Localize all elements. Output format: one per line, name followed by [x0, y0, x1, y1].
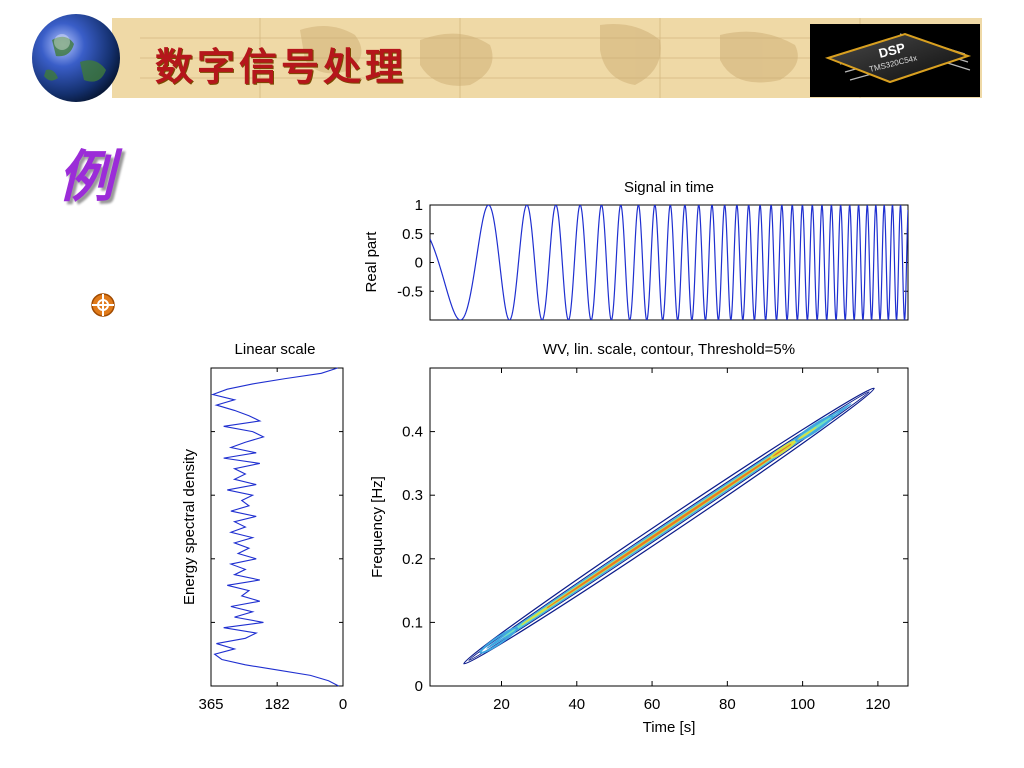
wv-xtick-label: 40 [568, 696, 585, 713]
signal-ytick-label: 0 [415, 255, 423, 272]
signal-ytick-label: 0.5 [402, 226, 423, 243]
esd-xtick-label: 182 [265, 696, 290, 713]
signal-series-line [430, 205, 908, 320]
dsp-chip-icon: DSP TMS320C54x [810, 24, 980, 97]
esd-ylabel: Energy spectral density [181, 449, 198, 605]
wv-xtick-label: 20 [493, 696, 510, 713]
wv-xlabel: Time [s] [643, 719, 696, 736]
wv-xtick-label: 120 [865, 696, 890, 713]
wv-ylabel: Frequency [Hz] [369, 476, 386, 578]
wv-contour-group [463, 387, 875, 665]
wv-contour-level-1 [468, 391, 870, 661]
esd-xtick-label: 365 [198, 696, 223, 713]
target-bullet-icon [91, 293, 115, 317]
esd-title: Linear scale [235, 341, 316, 358]
wv-xtick-label: 60 [644, 696, 661, 713]
signal-plot: Signal in time -0.5 0 0.5 1 Real part [363, 179, 909, 321]
wv-contour-level-5 [546, 443, 792, 609]
signal-axes [429, 204, 909, 321]
wv-title: WV, lin. scale, contour, Threshold=5% [543, 341, 795, 358]
wv-ytick-label: 0.1 [402, 614, 423, 631]
wv-ytick-label: 0 [415, 678, 423, 695]
wv-xtick-label: 80 [719, 696, 736, 713]
wv-ytick-label: 0.2 [402, 551, 423, 568]
wv-contour-lobe [770, 440, 796, 459]
example-label: 例 [58, 144, 114, 210]
slide-title: 数字信号处理 [155, 44, 408, 89]
globe-icon [32, 14, 120, 102]
wv-contour-level-2 [486, 403, 852, 650]
signal-ytick-label: -0.5 [397, 283, 423, 300]
signal-title: Signal in time [624, 179, 714, 196]
esd-axes [210, 367, 344, 687]
esd-plot: Linear scale 365 182 0 Energy spectral den… [181, 341, 347, 713]
wv-plot: WV, lin. scale, contour, Threshold=5% 20… [369, 341, 909, 736]
esd-xtick-label: 0 [339, 696, 347, 713]
wv-contour-lobe [479, 626, 519, 654]
signal-ylabel: Real part [363, 231, 380, 293]
chip-logo-text: DSP [877, 40, 907, 61]
wv-contour-level-0 [463, 387, 875, 665]
slide-banner: DSP TMS320C54x [32, 14, 982, 102]
esd-series-line [210, 367, 339, 687]
signal-ytick-label: 1 [415, 197, 423, 214]
wv-contour-lobe [794, 414, 834, 443]
wv-ytick-label: 0.3 [402, 487, 423, 504]
wv-ytick-label: 0.4 [402, 424, 423, 441]
wv-xtick-label: 100 [790, 696, 815, 713]
